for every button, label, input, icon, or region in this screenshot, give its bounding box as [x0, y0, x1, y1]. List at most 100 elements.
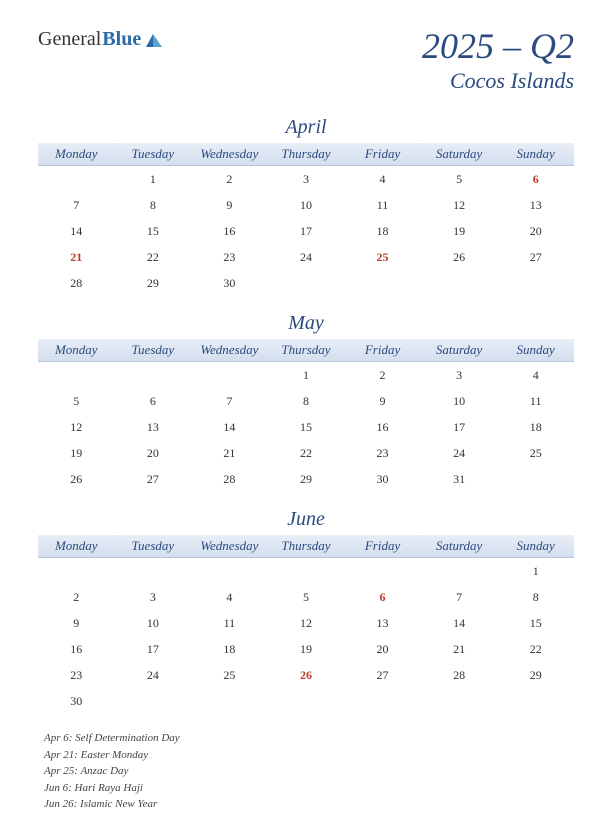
calendar-row: 262728293031	[38, 466, 574, 492]
calendar-cell	[191, 688, 268, 714]
calendar-cell: 6	[115, 388, 192, 414]
day-header: Wednesday	[191, 535, 268, 558]
calendar-cell: 28	[191, 466, 268, 492]
calendar-cell: 22	[497, 636, 574, 662]
calendar-cell: 4	[344, 166, 421, 193]
calendar-cell: 3	[115, 584, 192, 610]
day-header: Tuesday	[115, 535, 192, 558]
month-name: April	[38, 116, 574, 139]
calendar-cell: 5	[268, 584, 345, 610]
calendar-cell: 7	[38, 192, 115, 218]
calendar-cell: 12	[38, 414, 115, 440]
calendar-cell: 11	[344, 192, 421, 218]
calendar-cell	[344, 270, 421, 296]
calendar-cell: 1	[115, 166, 192, 193]
calendar-cell	[421, 558, 498, 585]
calendar-cell: 26	[38, 466, 115, 492]
calendar-cell	[38, 362, 115, 389]
calendar-cell	[38, 558, 115, 585]
calendar-table: MondayTuesdayWednesdayThursdayFridaySatu…	[38, 535, 574, 714]
calendar-cell	[497, 466, 574, 492]
calendar-cell: 25	[344, 244, 421, 270]
calendar-cell: 19	[38, 440, 115, 466]
calendar-cell: 9	[191, 192, 268, 218]
calendar-cell: 30	[344, 466, 421, 492]
calendar-cell: 19	[421, 218, 498, 244]
day-header: Friday	[344, 535, 421, 558]
calendar-cell: 28	[421, 662, 498, 688]
page-header: General Blue 2025 – Q2 Cocos Islands	[38, 28, 574, 94]
calendar-cell: 29	[268, 466, 345, 492]
calendar-cell: 2	[191, 166, 268, 193]
calendar-cell: 17	[115, 636, 192, 662]
calendar-cell: 13	[115, 414, 192, 440]
day-header: Thursday	[268, 339, 345, 362]
day-header: Tuesday	[115, 339, 192, 362]
calendar-cell: 4	[191, 584, 268, 610]
calendar-cell: 24	[268, 244, 345, 270]
calendar-cell: 1	[268, 362, 345, 389]
calendar-cell: 13	[497, 192, 574, 218]
day-header: Sunday	[497, 143, 574, 166]
logo-icon	[144, 31, 164, 49]
calendar-cell: 27	[115, 466, 192, 492]
calendar-row: 567891011	[38, 388, 574, 414]
calendar-cell: 14	[38, 218, 115, 244]
calendar-cell: 3	[421, 362, 498, 389]
holiday-entry: Apr 25: Anzac Day	[44, 763, 574, 780]
calendar-row: 1	[38, 558, 574, 585]
calendar-cell: 22	[268, 440, 345, 466]
calendar-cell: 31	[421, 466, 498, 492]
day-header: Saturday	[421, 143, 498, 166]
calendar-cell	[497, 688, 574, 714]
calendar-row: 78910111213	[38, 192, 574, 218]
day-header: Thursday	[268, 535, 345, 558]
calendar-row: 2345678	[38, 584, 574, 610]
day-header: Sunday	[497, 535, 574, 558]
calendar-cell: 9	[38, 610, 115, 636]
logo-text-2: Blue	[102, 28, 141, 51]
calendar-cell: 9	[344, 388, 421, 414]
calendar-row: 19202122232425	[38, 440, 574, 466]
calendar-cell: 8	[497, 584, 574, 610]
calendar-row: 30	[38, 688, 574, 714]
calendar-row: 1234	[38, 362, 574, 389]
calendar-cell: 12	[421, 192, 498, 218]
calendar-cell: 24	[115, 662, 192, 688]
calendar-row: 21222324252627	[38, 244, 574, 270]
calendar-cell: 10	[421, 388, 498, 414]
holiday-entry: Apr 6: Self Determination Day	[44, 730, 574, 747]
calendar-cell	[268, 270, 345, 296]
holiday-entry: Jun 6: Hari Raya Haji	[44, 780, 574, 797]
calendar-cell	[115, 688, 192, 714]
day-header: Friday	[344, 339, 421, 362]
month-name: June	[38, 508, 574, 531]
calendar-cell: 2	[38, 584, 115, 610]
calendar-row: 12131415161718	[38, 414, 574, 440]
calendar-cell	[344, 688, 421, 714]
calendar-cell: 25	[191, 662, 268, 688]
calendar-cell	[344, 558, 421, 585]
calendar-cell: 8	[268, 388, 345, 414]
calendar-row: 123456	[38, 166, 574, 193]
calendar-cell: 23	[191, 244, 268, 270]
calendar-row: 23242526272829	[38, 662, 574, 688]
day-header: Monday	[38, 143, 115, 166]
calendar-row: 9101112131415	[38, 610, 574, 636]
calendar-table: MondayTuesdayWednesdayThursdayFridaySatu…	[38, 339, 574, 492]
calendar-cell: 3	[268, 166, 345, 193]
day-header: Saturday	[421, 339, 498, 362]
day-header: Thursday	[268, 143, 345, 166]
holiday-entry: Jun 26: Islamic New Year	[44, 796, 574, 813]
calendar-cell	[191, 558, 268, 585]
calendar-cell: 20	[344, 636, 421, 662]
calendar-cell: 27	[497, 244, 574, 270]
calendar-cell: 17	[268, 218, 345, 244]
calendar-cell: 13	[344, 610, 421, 636]
day-header: Saturday	[421, 535, 498, 558]
calendar-cell	[115, 558, 192, 585]
calendar-cell: 2	[344, 362, 421, 389]
calendar-cell: 22	[115, 244, 192, 270]
calendar-cell: 30	[191, 270, 268, 296]
calendar-cell: 14	[421, 610, 498, 636]
